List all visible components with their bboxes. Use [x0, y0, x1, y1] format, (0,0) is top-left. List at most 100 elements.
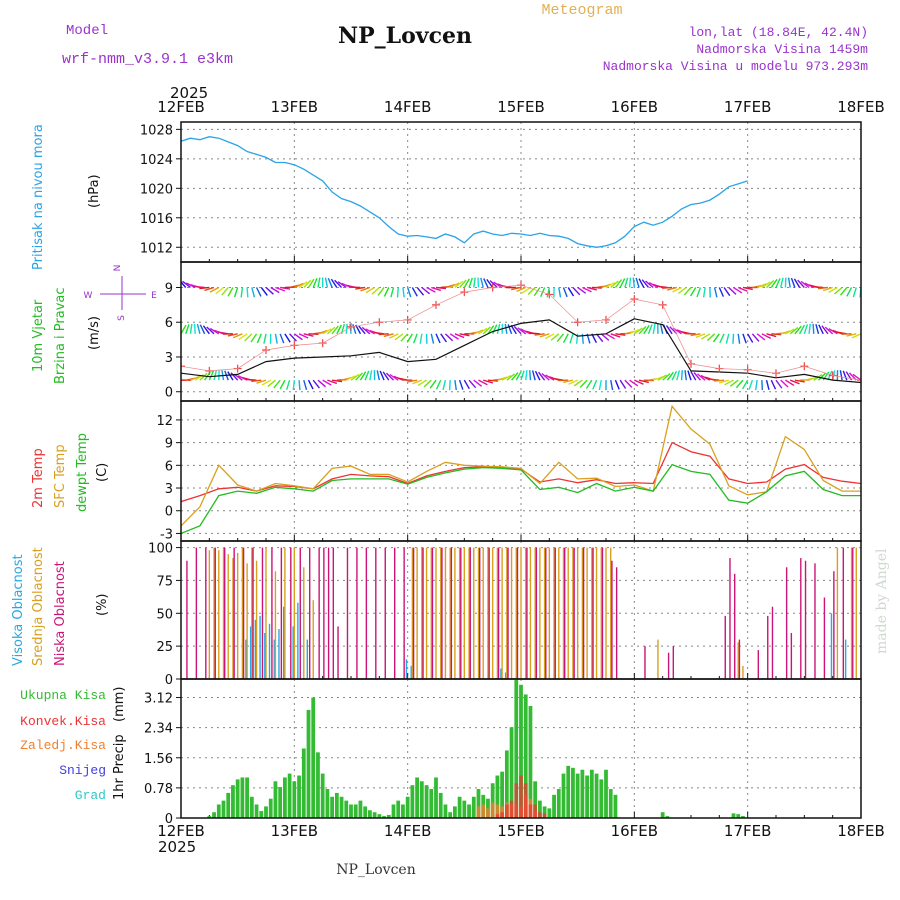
- precip-total-bar: [457, 796, 462, 818]
- wind-barb: [324, 277, 329, 288]
- wind-barb: [355, 324, 362, 335]
- wind-barb: [232, 333, 243, 339]
- y-tick-label: 3.12: [144, 692, 173, 707]
- wind-barb: [463, 278, 470, 288]
- wind-barb: [431, 286, 442, 292]
- wind-barb: [610, 333, 621, 338]
- wind-barb: [371, 286, 380, 295]
- y-tick-label: 1012: [140, 241, 173, 256]
- wind-barb: [546, 287, 551, 298]
- precip-conv-bar: [514, 783, 519, 818]
- legend-graupel: Grad: [75, 788, 106, 803]
- wind-barb: [624, 379, 633, 388]
- y-tick-label: 100: [148, 542, 173, 557]
- wind-barb: [442, 379, 447, 391]
- precip-total-bar: [344, 800, 349, 818]
- precip-total-bar: [368, 810, 372, 818]
- wind-barb: [680, 370, 683, 381]
- precip-total-bar: [386, 814, 391, 818]
- wind-barb: [765, 379, 770, 391]
- precip-total-bar: [731, 813, 736, 818]
- precip-total-bar: [264, 806, 268, 818]
- wind-barb: [629, 379, 639, 387]
- wind-barb: [525, 370, 528, 381]
- precip-total-bar: [566, 765, 571, 818]
- wind-barb: [284, 333, 291, 343]
- wind-barb: [487, 325, 495, 335]
- wind-barb: [510, 324, 517, 335]
- wind-barb: [454, 333, 465, 339]
- wind-barb: [586, 286, 597, 291]
- wind-barb: [770, 278, 778, 288]
- precip-total-bar: [580, 769, 585, 818]
- wind-barb: [459, 279, 467, 288]
- precip-total-bar: [547, 808, 552, 818]
- wind-barb: [818, 372, 827, 381]
- precip-total-bar: [301, 748, 306, 818]
- wind-barb: [619, 278, 626, 288]
- wind-barb: [390, 287, 395, 298]
- wind-barb: [389, 373, 399, 381]
- y-tick-label: 6: [165, 459, 173, 474]
- wind-barb: [695, 333, 706, 339]
- precip-conv-bar: [500, 812, 504, 818]
- compass-east: E: [151, 291, 157, 301]
- y-tick-label: 75: [156, 574, 173, 589]
- cloud-low-label: Niska Oblacnost: [53, 561, 68, 666]
- precip-total-bar: [453, 806, 457, 818]
- wind-barb: [723, 287, 731, 297]
- dewpt-line: [181, 463, 861, 535]
- wind-barb: [702, 287, 706, 298]
- precip-total-bar: [363, 806, 368, 818]
- precip-total-bar: [523, 694, 528, 818]
- wind-barb: [742, 286, 753, 291]
- pressure-unit: (hPa): [87, 174, 102, 208]
- wind-barb: [638, 278, 645, 288]
- wind-barb: [359, 371, 367, 381]
- wind-barb: [454, 380, 457, 391]
- wind-barb: [601, 283, 611, 289]
- wind-barb: [737, 286, 748, 292]
- wind-barb: [573, 379, 583, 387]
- wind-barb: [483, 379, 494, 384]
- wind-barb: [233, 287, 239, 298]
- time-tick-top: 13FEB: [271, 98, 318, 116]
- precip-total-bar: [212, 812, 216, 818]
- wind-barb: [665, 325, 673, 335]
- y-tick-label: 25: [156, 640, 173, 655]
- wind-barb: [735, 379, 744, 389]
- wind-barb: [605, 281, 616, 289]
- wind-barb: [598, 380, 602, 391]
- wind-barb: [412, 379, 423, 385]
- wind-barb: [813, 286, 824, 289]
- wind-barb: [331, 325, 339, 335]
- wind-barb: [689, 287, 697, 297]
- wind-barb: [379, 370, 385, 381]
- wind-barb: [303, 379, 308, 390]
- wind-barb: [251, 379, 262, 383]
- wind-barb: [275, 286, 286, 292]
- wind-barb: [250, 333, 258, 343]
- precip-label: 1hr Precip: [112, 734, 127, 800]
- series-pressure: [181, 136, 748, 248]
- wind-barb: [256, 333, 262, 344]
- wind-barb: [421, 286, 431, 295]
- precip-conv-bar: [523, 783, 528, 818]
- y-tick-label: 1028: [140, 123, 173, 138]
- time-tick-top: 18FEB: [837, 98, 884, 116]
- y-tick-label: 1016: [140, 212, 173, 227]
- wind-barb: [221, 287, 229, 296]
- precip-total-bar: [438, 792, 443, 818]
- wind-barb: [821, 325, 829, 335]
- wind-barb: [596, 333, 604, 343]
- wind-barb: [756, 333, 766, 341]
- y-tick-label: 9: [165, 281, 173, 296]
- precip-total-bar: [287, 773, 292, 818]
- precip-conv-bar: [504, 804, 509, 818]
- wind-barb: [322, 328, 332, 335]
- wind-barb: [572, 287, 581, 296]
- wind-barb: [298, 281, 308, 289]
- wind-label-2: Brzina i Pravac: [53, 287, 68, 384]
- wind-barb: [671, 370, 678, 381]
- wind-barb: [696, 373, 706, 381]
